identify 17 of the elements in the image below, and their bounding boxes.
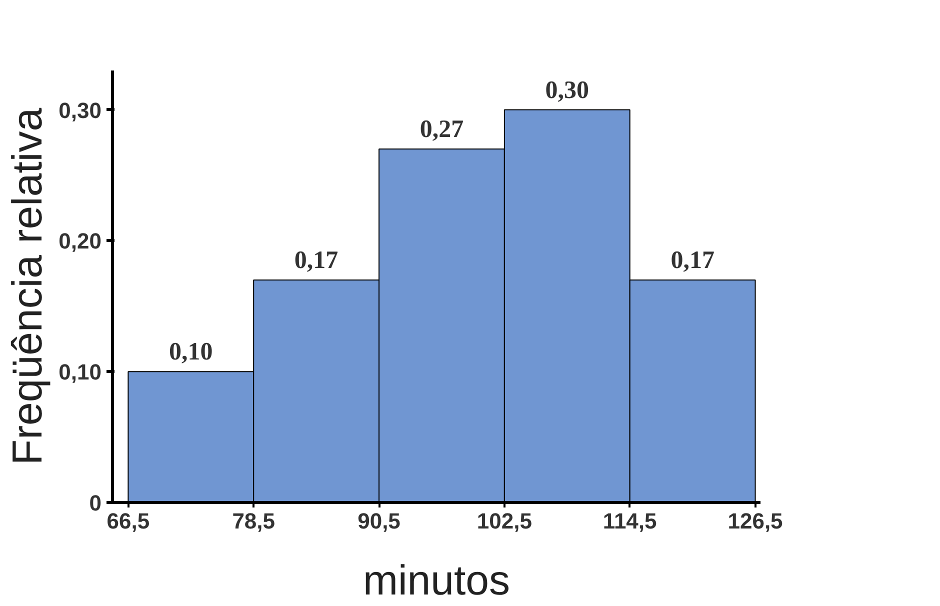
data-label: 0,27 — [420, 116, 464, 144]
data-label: 0,17 — [294, 246, 338, 274]
y-axis-title: Freqüência relativa — [4, 107, 51, 466]
x-tick-label: 126,5 — [728, 508, 783, 534]
x-axis-title: minutos — [362, 556, 510, 604]
x-tick-label: 66,5 — [106, 508, 150, 534]
data-label: 0,17 — [670, 246, 714, 274]
y-tick-label: 0,30 — [58, 98, 102, 123]
x-tick-label: 114,5 — [602, 508, 657, 534]
data-label: 0,30 — [545, 76, 590, 104]
y-tick-label: 0 — [89, 490, 102, 516]
x-tick-label: 90,5 — [358, 508, 400, 534]
x-tick-label: 102,5 — [476, 508, 532, 534]
y-tick-label: 0,20 — [58, 228, 102, 254]
y-tick-label: 0,10 — [58, 360, 102, 385]
x-tick-label: 78,5 — [232, 508, 276, 534]
data-label: 0,10 — [169, 338, 213, 366]
